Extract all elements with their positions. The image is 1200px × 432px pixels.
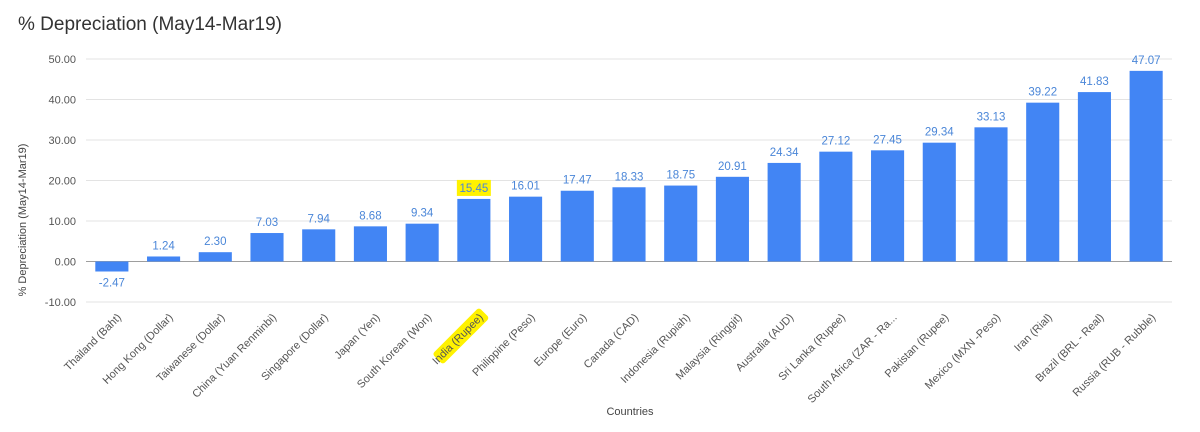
data-label: 8.68 (359, 210, 381, 222)
y-axis-title: % Depreciation (May14-Mar19) (17, 144, 29, 297)
category-highlight (433, 308, 489, 364)
data-label: 24.34 (770, 147, 799, 159)
value-highlight (456, 179, 491, 196)
bar (353, 226, 387, 262)
y-tick-label: 30.00 (48, 135, 76, 147)
bar (560, 190, 594, 262)
category-label: India (Rupee) (430, 312, 486, 368)
data-label: 27.45 (873, 134, 902, 146)
bar (147, 256, 181, 262)
category-label: Europe (Euro) (532, 312, 589, 369)
data-label: 18.33 (615, 171, 644, 183)
bar (405, 223, 439, 262)
data-labels: -2.47 1.24 2.30 7.03 7.94 8.68 9.34 15.45 16.01 1… (99, 55, 1161, 290)
bar (457, 198, 491, 262)
data-label: 16.01 (511, 181, 540, 193)
bar (250, 233, 284, 262)
data-label: 17.47 (563, 175, 592, 187)
bar (612, 187, 646, 262)
data-label: 39.22 (1028, 87, 1057, 99)
data-label: 18.75 (666, 170, 695, 182)
data-label: 20.91 (718, 161, 747, 173)
y-tick-label: 10.00 (48, 216, 76, 228)
chart-title: % Depreciation (May14-Mar19) (18, 14, 282, 35)
y-tick-label: 40.00 (48, 95, 76, 107)
data-label: 9.34 (411, 208, 434, 220)
bar (974, 127, 1008, 262)
bar (1077, 92, 1111, 262)
bar (198, 252, 232, 262)
category-labels: Thailand (Baht)Hong Kong (Dollar)Taiwane… (62, 312, 1158, 406)
category-label: Iran (Rial) (1012, 312, 1055, 355)
data-label: 29.34 (925, 127, 954, 139)
bar (922, 142, 956, 262)
data-label: 1.24 (152, 240, 175, 252)
category-label: South Africa (ZAR - Ra... (806, 312, 900, 406)
bar (715, 176, 749, 262)
y-tick-label: 20.00 (48, 176, 76, 188)
bar (302, 229, 336, 262)
category-label: Japan (Yen) (332, 312, 382, 362)
bar (819, 151, 853, 262)
data-label: 33.13 (977, 111, 1006, 123)
category-label: Canada (CAD) (582, 312, 641, 371)
highlights (433, 179, 491, 364)
data-label: 15.45 (459, 183, 488, 195)
y-axis-ticks: -10.00 0.00 10.00 20.00 30.00 40.00 50.00 (45, 54, 76, 309)
data-label: 27.12 (821, 136, 850, 148)
data-label: 2.30 (204, 236, 226, 248)
bar (1026, 102, 1060, 262)
data-label: 7.94 (308, 213, 331, 225)
y-tick-label: -10.00 (45, 297, 76, 309)
data-label: -2.47 (99, 278, 125, 290)
bar (95, 261, 129, 272)
bar (767, 162, 801, 262)
bar (664, 185, 698, 262)
bars (95, 70, 1163, 272)
category-label: China (Yuan Renminbi) (190, 312, 279, 401)
bar (509, 196, 543, 262)
data-label: 41.83 (1080, 76, 1109, 88)
y-tick-label: 50.00 (48, 54, 76, 66)
bar (1129, 70, 1163, 262)
y-tick-label: 0.00 (55, 257, 76, 269)
data-label: 7.03 (256, 217, 278, 229)
bar (871, 150, 905, 262)
data-label: 47.07 (1132, 55, 1161, 67)
x-axis-title: Countries (606, 406, 654, 418)
